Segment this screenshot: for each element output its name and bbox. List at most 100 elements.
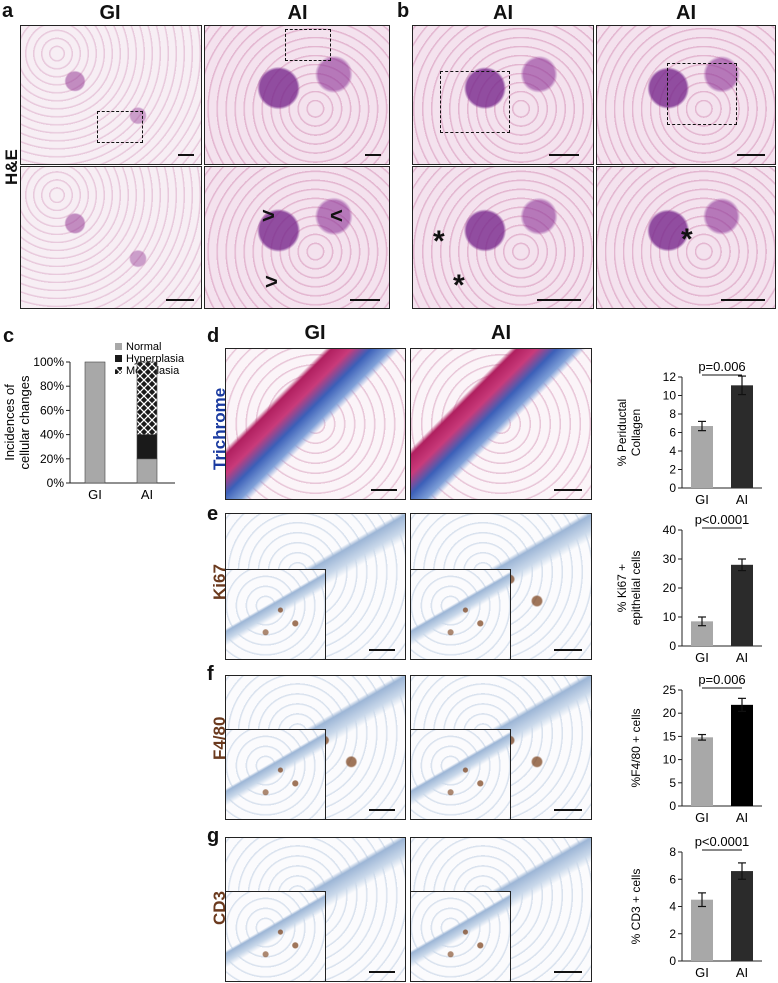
asterisk-marker: * [681,223,693,256]
column-label-gi: GI [99,2,121,24]
p-value-annotation: p=0.006 [698,359,745,374]
bar [691,737,713,806]
inset-zoom [226,729,326,819]
x-tick-label: AI [141,487,153,502]
scale-bar [369,809,395,811]
legend-swatch [115,355,122,362]
scale-bar [554,649,582,651]
micrograph-b2-low [596,25,776,165]
y-tick-label: 2 [669,463,676,477]
panel-label-a: a [2,0,14,22]
bar-chart-e: 0 10 20 30 40 % Ki67 + epithelial cells GI AI p<0… [615,512,762,665]
p-value-annotation: p<0.0001 [695,512,750,527]
micrograph-b2-high: * [596,166,776,309]
y-axis-label-line1: Incidences of [2,384,17,461]
bar [691,426,713,488]
scale-bar [166,299,194,301]
micrograph-a-gi-low [20,25,202,165]
inset-zoom [411,891,511,981]
zoom-box [667,63,737,125]
bar-segment [136,361,158,435]
y-tick-label: 40% [40,428,64,442]
bar [691,621,713,646]
bar-segment [136,458,158,484]
panel-label-g: g [207,825,220,847]
zoom-box [440,71,510,133]
y-tick-label: 15 [663,729,677,743]
y-tick-label: 4 [669,900,676,914]
y-axis-label-line2: cellular changes [17,375,32,469]
bar [691,899,713,961]
y-tick-label: 0% [47,476,65,490]
arrow-marker: > [265,269,278,294]
bar-segment [136,434,158,460]
x-tick-label: AI [736,965,748,980]
y-axis-label: epithelial cells [629,551,643,626]
y-tick-label: 0 [669,639,676,653]
micrograph-a-ai-high: > < > [204,166,390,309]
scale-bar [554,489,582,491]
column-label-ai: AI [287,2,308,24]
y-axis-label: % Periductal [615,399,629,466]
legend-label: Normal [126,341,161,353]
y-tick-label: 30 [663,552,677,566]
micrograph-e-gi [225,513,406,660]
scale-bar [721,299,765,301]
y-tick-label: 5 [669,776,676,790]
x-tick-label: GI [695,965,709,980]
micrograph-g-ai [410,837,592,982]
y-axis-label: %F4/80 + cells [629,708,643,787]
bar-chart-g: 0 2 4 6 8 % CD3 + cells GI AI p<0.0001 [629,834,762,980]
panel-label-b: b [397,0,410,22]
column-label-ai: AI [491,322,511,344]
bar [731,704,753,806]
x-tick-label: AI [736,650,748,665]
micrograph-f-ai [410,675,592,820]
y-tick-label: 8 [669,407,676,421]
scale-bar [554,971,582,973]
legend-swatch [115,343,122,350]
zoom-box [285,29,331,61]
bar-chart-f: 0 5 10 15 20 25 %F4/80 + cells GI AI p=0.006 [629,672,762,825]
arrow-marker: > [262,203,275,228]
y-tick-label: 10 [663,389,677,403]
panel-label-d: d [207,325,220,347]
y-tick-label: 20 [663,581,677,595]
column-label-gi: GI [304,322,326,344]
panel-label-f: f [207,663,214,685]
column-label-ai: AI [493,2,513,24]
asterisk-marker: * [433,225,445,258]
x-tick-label: GI [695,810,709,825]
micrograph-d-gi [225,348,406,500]
inset-zoom [226,891,326,981]
micrograph-f-gi [225,675,406,820]
p-value-annotation: p=0.006 [698,672,745,687]
micrograph-g-gi [225,837,406,982]
y-tick-label: 20 [663,706,677,720]
y-tick-label: 6 [669,872,676,886]
x-tick-label: GI [88,487,102,502]
y-tick-label: 10 [663,610,677,624]
scale-bar [554,809,582,811]
inset-zoom [226,569,326,659]
row-label-he: H&E [2,149,21,185]
scale-bar [537,299,581,301]
arrow-marker: < [330,203,343,228]
y-tick-label: 10 [663,753,677,767]
bar [731,385,753,488]
bar-chart-d: 0 2 4 6 8 10 12 % Periductal Collagen GI AI p=0.006 [615,359,762,507]
micrograph-a-gi-high [20,166,202,309]
p-value-annotation: p<0.0001 [695,834,750,849]
legend-swatch [115,367,122,374]
x-tick-label: AI [736,492,748,507]
scale-bar [737,154,765,156]
y-tick-label: 80% [40,379,64,393]
bar-segment [84,361,106,484]
y-axis-label: % CD3 + cells [629,869,643,945]
x-tick-label: GI [695,492,709,507]
y-tick-label: 40 [663,523,677,537]
inset-zoom [411,569,511,659]
y-tick-label: 20% [40,452,64,466]
scale-bar [369,971,395,973]
micrograph-e-ai [410,513,592,660]
